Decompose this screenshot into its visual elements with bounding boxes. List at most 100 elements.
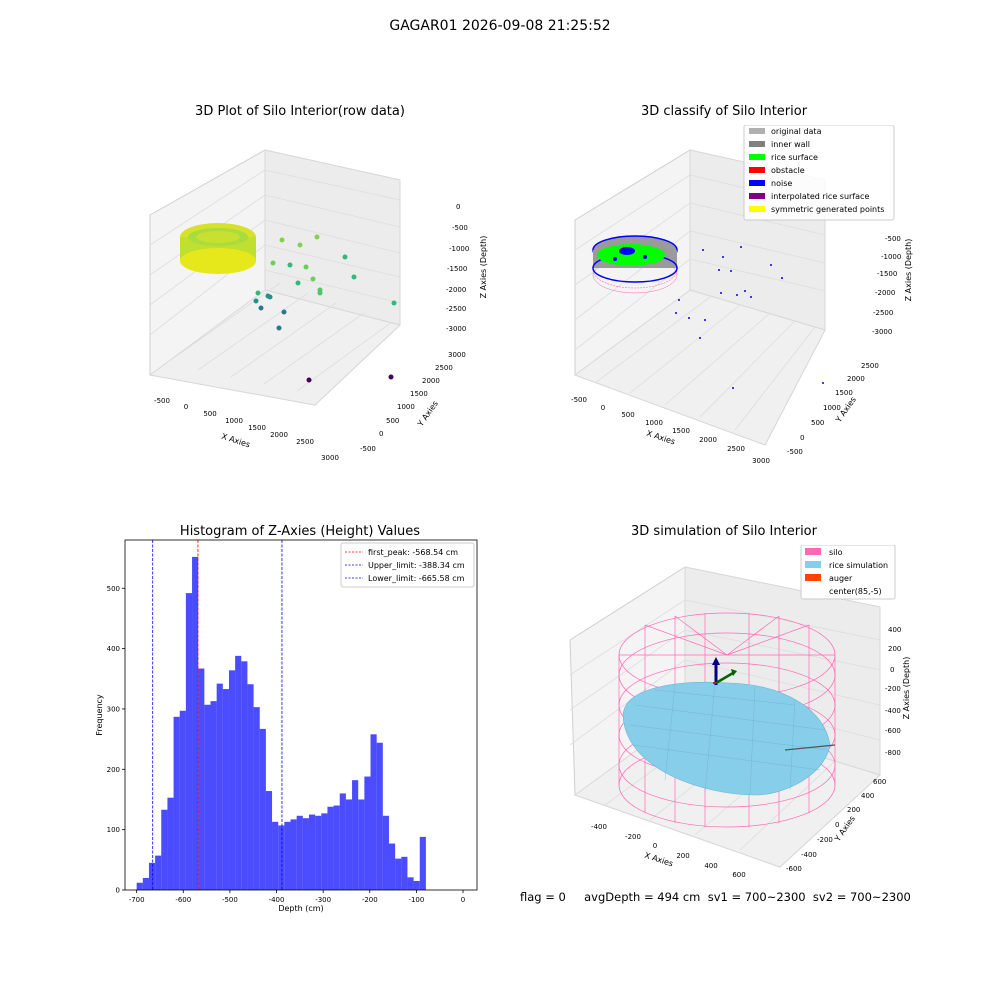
svg-text:400: 400	[704, 862, 717, 870]
histogram-bar	[321, 813, 328, 890]
histogram-bar	[413, 880, 420, 890]
histogram-frame	[124, 539, 478, 891]
histogram-bar	[419, 836, 426, 890]
histogram-bar	[278, 825, 285, 890]
svg-text:-3000: -3000	[872, 328, 892, 336]
histogram-bar	[333, 805, 340, 890]
auger-icon	[712, 657, 737, 685]
histogram-x-tick-label: 0	[461, 896, 465, 904]
legend-label-lower-limit: Lower_limit: -665.58 cm	[368, 574, 465, 583]
histogram-title: Histogram of Z-Axies (Height) Values	[179, 524, 421, 539]
histogram-bar	[296, 815, 303, 890]
plot1-scatter-points	[253, 234, 397, 383]
svg-text:500: 500	[203, 410, 216, 418]
histogram-bar	[401, 856, 408, 890]
svg-text:0: 0	[184, 403, 188, 411]
plot4-z-ticks: 400 200 0 -200 -400 -600 -800	[885, 626, 901, 757]
histogram-y-tick-label: 500	[107, 585, 120, 593]
svg-text:0: 0	[653, 842, 657, 850]
histogram-bar	[216, 683, 223, 890]
histogram-bar	[345, 799, 353, 890]
histogram-bar	[210, 701, 217, 890]
legend-swatch-symmetric	[749, 206, 765, 212]
histogram-x-tick-label: -400	[269, 896, 285, 904]
histogram-bar	[302, 818, 309, 890]
histogram-chart: -700 -600 -500 -400 -300 -200 -100 0 0 100 200 300…	[95, 539, 478, 913]
svg-text:2000: 2000	[422, 377, 440, 385]
legend-label-interpolated: interpolated rice surface	[771, 192, 869, 201]
plot4-title: 3D simulation of Silo Interior	[631, 524, 817, 539]
legend-label-noise: noise	[771, 179, 792, 188]
plot4-zlabel: Z Axies (Depth)	[902, 657, 911, 720]
svg-text:2000: 2000	[847, 375, 865, 383]
legend-label-inner-wall: inner wall	[771, 140, 810, 149]
histogram-bar	[315, 815, 322, 890]
histogram-bar	[259, 728, 266, 890]
histogram-x-tick-label: -100	[408, 896, 424, 904]
histogram-bar	[241, 661, 248, 890]
svg-text:-500: -500	[787, 448, 803, 456]
histogram-bar	[284, 821, 291, 890]
histogram-bar	[192, 556, 199, 890]
histogram-bar	[148, 862, 156, 890]
svg-text:3000: 3000	[321, 454, 339, 462]
histogram-bar	[155, 855, 162, 890]
svg-text:-200: -200	[885, 685, 901, 693]
histogram-bars	[136, 556, 426, 890]
plot1-title: 3D Plot of Silo Interior(row data)	[195, 104, 405, 119]
svg-text:-1000: -1000	[449, 245, 469, 253]
histogram-y-tick-label: 400	[107, 645, 120, 653]
svg-text:-1500: -1500	[447, 265, 467, 273]
legend-label-auger: auger	[829, 574, 853, 583]
plot1-panes	[148, 149, 402, 406]
svg-text:-2500: -2500	[446, 305, 466, 313]
legend-swatch-rice-surface	[749, 154, 765, 160]
legend-label-symmetric: symmetric generated points	[771, 205, 884, 214]
histogram-bar	[136, 882, 143, 890]
legend-swatch-noise	[749, 180, 765, 186]
legend-swatch-auger	[805, 574, 821, 581]
svg-text:2500: 2500	[727, 445, 745, 453]
svg-text:1500: 1500	[248, 424, 266, 432]
status-footer: flag = 0 avgDepth = 494 cm sv1 = 700~230…	[520, 890, 911, 904]
plot4-3d-axes: -400 -200 0 200 400 600 X Axies 600 400 …	[569, 545, 911, 879]
svg-text:200: 200	[888, 645, 901, 653]
legend-swatch-rice-simulation	[805, 561, 821, 568]
svg-text:1500: 1500	[410, 390, 428, 398]
svg-text:-800: -800	[885, 749, 901, 757]
svg-text:-500: -500	[154, 397, 170, 405]
histogram-bar	[185, 593, 193, 890]
svg-text:-2000: -2000	[875, 289, 895, 297]
histogram-bar	[167, 797, 174, 890]
svg-text:-200: -200	[817, 836, 833, 844]
svg-text:-600: -600	[786, 865, 802, 873]
histogram-bar	[290, 819, 297, 890]
plot4-legend: silo rice simulation auger center(85,-5)	[800, 545, 896, 600]
histogram-x-tick-label: -300	[315, 896, 331, 904]
histogram-bar	[235, 655, 242, 890]
histogram-bar	[161, 809, 168, 890]
histogram-bar	[395, 858, 402, 890]
svg-text:-500: -500	[360, 445, 376, 453]
svg-text:500: 500	[386, 417, 399, 425]
svg-text:500: 500	[621, 411, 634, 419]
histogram-ylabel: Frequency	[95, 694, 104, 736]
plot2-3d-axes: -500 0 500 1000 1500 2000 2500 3000 X Ax…	[571, 125, 913, 465]
svg-text:-400: -400	[801, 851, 817, 859]
histogram-y-tick-label: 300	[107, 705, 120, 713]
histogram-bar	[407, 877, 414, 890]
histogram-bar	[142, 877, 149, 890]
plot1-x-ticks: -500 0 500 1000 1500 2000 2500 3000	[154, 397, 339, 462]
svg-text:-500: -500	[452, 224, 468, 232]
plot1-z-ticks: 0 -500 -1000 -1500 -2000 -2500 -3000	[446, 203, 469, 333]
svg-text:1000: 1000	[397, 403, 415, 411]
legend-swatch-original-data	[749, 128, 765, 134]
histogram-bar	[352, 780, 359, 890]
svg-text:600: 600	[873, 778, 886, 786]
histogram-bar	[228, 670, 236, 890]
histogram-bar	[204, 704, 211, 890]
histogram-legend: first_peak: -568.54 cm Upper_limit: -388…	[340, 542, 475, 588]
plot2-z-ticks: -500 -1000 -1500 -2000 -2500 -3000	[872, 235, 901, 336]
svg-text:-500: -500	[571, 396, 587, 404]
histogram-bar	[173, 716, 180, 890]
